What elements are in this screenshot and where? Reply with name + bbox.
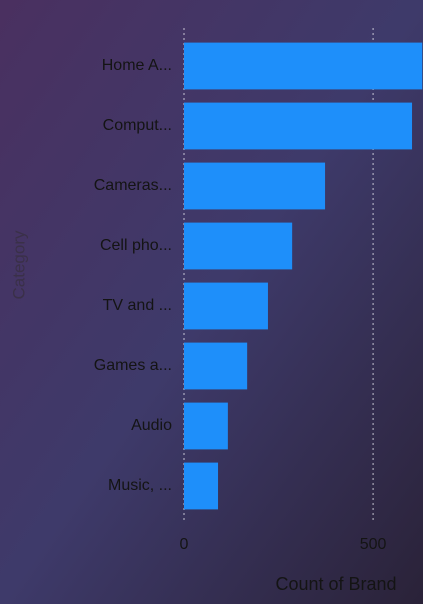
- bar: [184, 222, 293, 270]
- bar: [184, 342, 248, 390]
- y-tick-label: Home A...: [102, 57, 172, 74]
- y-tick-label: Cell pho...: [100, 237, 172, 254]
- x-axis-title: Count of Brand: [275, 574, 396, 594]
- y-tick-label: Music, ...: [108, 477, 172, 494]
- bar: [184, 42, 423, 90]
- y-axis-title: Category: [9, 230, 28, 299]
- y-tick-label: Cameras...: [94, 177, 172, 194]
- bar: [184, 282, 268, 330]
- y-tick-label: TV and ...: [103, 297, 172, 314]
- x-tick-label: 500: [360, 536, 387, 553]
- bar: [184, 402, 228, 450]
- y-tick-label: Games a...: [94, 357, 172, 374]
- bar: [184, 162, 326, 210]
- x-tick-label: 0: [180, 536, 189, 553]
- y-tick-label: Comput...: [103, 117, 172, 134]
- y-tick-label: Audio: [131, 417, 172, 434]
- bar: [184, 462, 219, 510]
- bar: [184, 102, 413, 150]
